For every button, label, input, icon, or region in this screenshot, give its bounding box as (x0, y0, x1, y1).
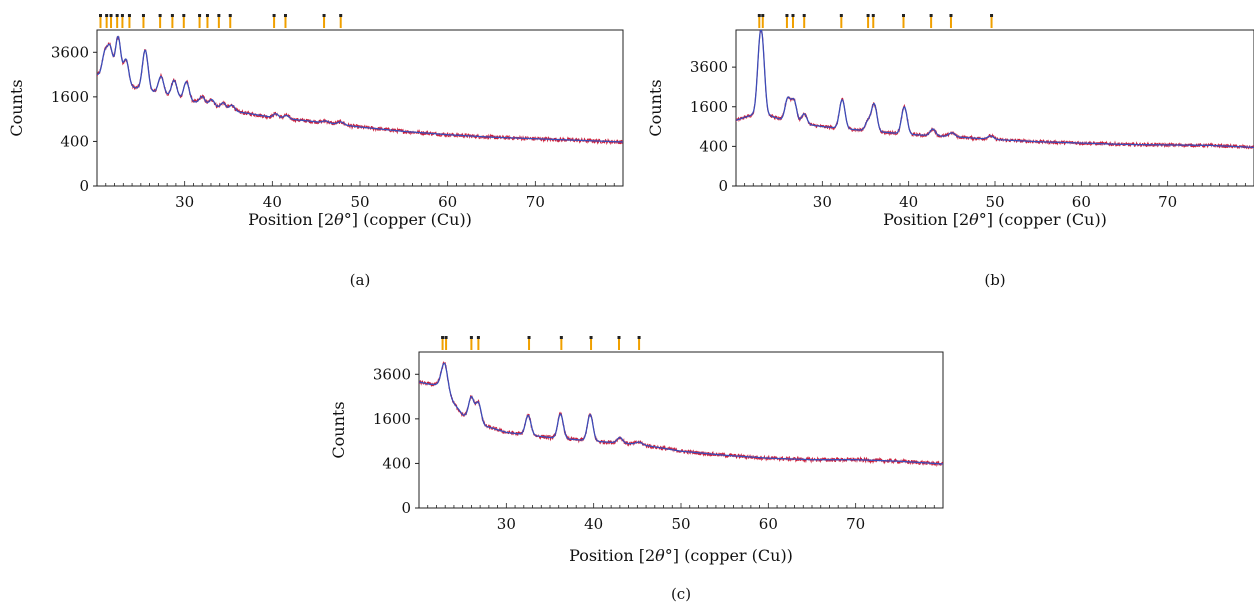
reference-peak-marker-head (929, 14, 933, 17)
y-tick-label: 3600 (690, 58, 728, 76)
reference-peak-marker-head (339, 14, 343, 17)
series-observed-line (97, 35, 623, 146)
chart-svg: 30 40 50 60 70 0 400 1600 3600 Counts Position [2θ… (646, 14, 1254, 289)
reference-peak-marker-head (469, 336, 473, 339)
reference-peak-marker-head (170, 14, 174, 17)
reference-peak-marker-head (444, 336, 448, 339)
chart-svg: 30 40 50 60 70 0 400 1600 3600 Counts Position [2θ… (7, 14, 624, 289)
reference-peak-marker-head (757, 14, 761, 17)
x-tick-label: 50 (671, 515, 690, 533)
x-axis-label: Position [2θ°] (copper (Cu)) (248, 210, 472, 229)
x-tick-label: 40 (899, 193, 918, 211)
y-axis-label: Counts (7, 79, 26, 136)
x-tick-label: 70 (846, 515, 865, 533)
reference-peak-marker-head (228, 14, 232, 17)
reference-peak-marker-head (182, 14, 186, 17)
x-tick-label: 60 (759, 515, 778, 533)
reference-peak-marker-head (272, 14, 276, 17)
x-tick-label: 30 (813, 193, 832, 211)
reference-peak-marker-head (527, 336, 531, 339)
chart-svg: 30 40 50 60 70 0 400 1600 3600 Counts Position [2θ… (329, 336, 944, 603)
reference-peak-marker-head (99, 14, 103, 17)
plot-frame (96, 29, 624, 187)
series-calculated-line (419, 362, 943, 465)
reference-peak-marker-head (589, 336, 593, 339)
reference-peak-marker-head (115, 14, 119, 17)
y-tick-label: 0 (401, 499, 411, 517)
reference-peak-marker-head (283, 14, 287, 17)
reference-peak-marker-head (322, 14, 326, 17)
reference-peak-marker-head (205, 14, 209, 17)
y-tick-label: 400 (699, 137, 728, 155)
y-tick-label: 0 (718, 177, 728, 195)
reference-peak-marker-head (990, 14, 994, 17)
reference-peak-marker-head (791, 14, 795, 17)
reference-peak-marker-head (109, 14, 113, 17)
reference-peak-marker-head (802, 14, 806, 17)
x-axis-label: Position [2θ°] (copper (Cu)) (883, 210, 1107, 229)
series-observed-line (419, 361, 943, 468)
x-tick-label: 70 (1158, 193, 1177, 211)
reference-peak-marker-head (761, 14, 765, 17)
reference-peak-marker-head (217, 14, 221, 17)
plot-frame (735, 29, 1254, 187)
chart-panel-b: 30 40 50 60 70 0 400 1600 3600 Counts Position [2θ… (627, 0, 1254, 300)
y-tick-label: 1600 (690, 98, 728, 116)
reference-peak-marker-head (127, 14, 131, 17)
reference-peak-marker-head (198, 14, 202, 17)
panel-label: (b) (984, 271, 1005, 289)
x-tick-label: 70 (526, 193, 545, 211)
x-tick-label: 30 (175, 193, 194, 211)
x-tick-label: 30 (497, 515, 516, 533)
reference-peak-marker-head (949, 14, 953, 17)
y-axis-label: Counts (646, 79, 665, 136)
reference-peak-marker-head (839, 14, 843, 17)
x-tick-label: 60 (1072, 193, 1091, 211)
x-tick-label: 50 (350, 193, 369, 211)
x-axis-label: Position [2θ°] (copper (Cu)) (569, 546, 793, 565)
series-calculated-line (736, 30, 1254, 149)
reference-peak-marker-head (105, 14, 109, 17)
y-tick-label: 0 (79, 177, 89, 195)
reference-peak-marker-head (871, 14, 875, 17)
y-tick-label: 1600 (373, 410, 411, 428)
reference-peak-marker-head (158, 14, 162, 17)
reference-peak-marker-head (476, 336, 480, 339)
chart-panel-c: 30 40 50 60 70 0 400 1600 3600 Counts Position [2θ… (320, 330, 947, 612)
x-tick-label: 40 (263, 193, 282, 211)
y-tick-label: 400 (60, 132, 89, 150)
series-calculated-line (97, 35, 623, 143)
reference-peak-marker-head (901, 14, 905, 17)
y-axis-label: Counts (329, 401, 348, 458)
reference-peak-marker-head (120, 14, 124, 17)
y-tick-label: 3600 (373, 365, 411, 383)
panel-label: (a) (350, 271, 371, 289)
series-observed-line (736, 30, 1254, 150)
y-tick-label: 400 (382, 454, 411, 472)
y-tick-label: 1600 (51, 88, 89, 106)
panel-label: (c) (671, 585, 691, 603)
reference-peak-marker-head (617, 336, 621, 339)
chart-panel-a: 30 40 50 60 70 0 400 1600 3600 Counts Position [2θ… (0, 0, 627, 300)
reference-peak-marker-head (559, 336, 563, 339)
reference-peak-marker-head (866, 14, 870, 17)
reference-peak-marker-head (441, 336, 445, 339)
y-tick-label: 3600 (51, 43, 89, 61)
reference-peak-marker-head (637, 336, 641, 339)
x-tick-label: 50 (985, 193, 1004, 211)
reference-peak-marker-head (785, 14, 789, 17)
reference-peak-marker-head (141, 14, 145, 17)
x-tick-label: 40 (584, 515, 603, 533)
x-tick-label: 60 (438, 193, 457, 211)
